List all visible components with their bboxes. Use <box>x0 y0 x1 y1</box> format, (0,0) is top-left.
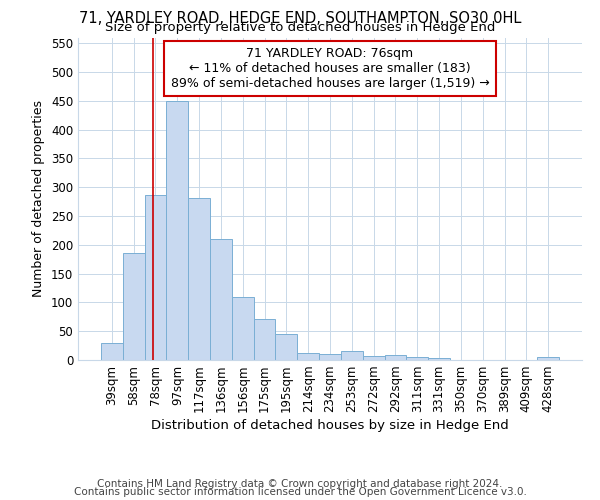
Bar <box>188 198 210 360</box>
Bar <box>363 356 385 360</box>
Bar <box>319 354 341 360</box>
Bar <box>406 357 428 360</box>
Bar <box>275 334 297 360</box>
Bar <box>166 101 188 360</box>
Bar <box>385 356 406 360</box>
Bar <box>210 239 232 360</box>
Bar <box>232 296 254 360</box>
X-axis label: Distribution of detached houses by size in Hedge End: Distribution of detached houses by size … <box>151 420 509 432</box>
Bar <box>101 342 123 360</box>
Bar <box>537 357 559 360</box>
Bar <box>145 194 166 360</box>
Y-axis label: Number of detached properties: Number of detached properties <box>32 100 46 297</box>
Bar <box>341 351 363 360</box>
Text: Contains public sector information licensed under the Open Government Licence v3: Contains public sector information licen… <box>74 487 526 497</box>
Bar <box>254 318 275 360</box>
Text: Contains HM Land Registry data © Crown copyright and database right 2024.: Contains HM Land Registry data © Crown c… <box>97 479 503 489</box>
Text: 71, YARDLEY ROAD, HEDGE END, SOUTHAMPTON, SO30 0HL: 71, YARDLEY ROAD, HEDGE END, SOUTHAMPTON… <box>79 11 521 26</box>
Text: Size of property relative to detached houses in Hedge End: Size of property relative to detached ho… <box>105 21 495 34</box>
Bar <box>428 358 450 360</box>
Bar <box>297 352 319 360</box>
Text: 71 YARDLEY ROAD: 76sqm
← 11% of detached houses are smaller (183)
89% of semi-de: 71 YARDLEY ROAD: 76sqm ← 11% of detached… <box>170 47 490 90</box>
Bar <box>123 254 145 360</box>
